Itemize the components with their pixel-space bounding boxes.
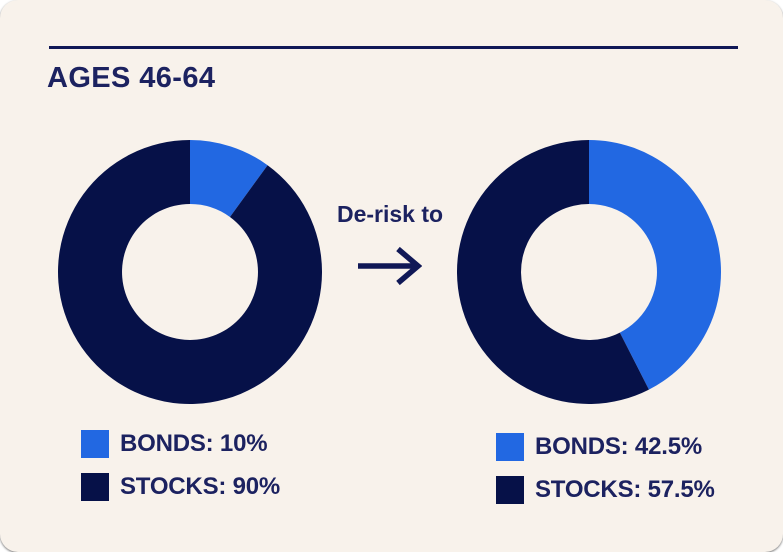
page-title: AGES 46-64 [47, 62, 216, 94]
bonds-swatch [496, 432, 524, 461]
donut-slice-stocks [58, 140, 322, 404]
legend-label-stocks: STOCKS: 90% [120, 472, 281, 500]
stocks-swatch [496, 475, 524, 504]
donut-slice-bonds [589, 140, 721, 390]
donut-chart-after [457, 140, 721, 404]
legend-label-bonds: BONDS: 10% [120, 429, 268, 457]
donut-slice-stocks [457, 140, 649, 404]
donut-chart-before [58, 140, 322, 404]
legend-row-bonds: BONDS: 42.5% [496, 432, 715, 461]
legend-label-stocks: STOCKS: 57.5% [535, 475, 715, 503]
bonds-swatch [81, 429, 109, 458]
legend-row-stocks: STOCKS: 90% [81, 472, 280, 501]
donut-slice-bonds [190, 140, 268, 217]
legend-after: BONDS: 42.5% STOCKS: 57.5% [496, 432, 715, 518]
legend-row-bonds: BONDS: 10% [81, 429, 280, 458]
legend-before: BONDS: 10% STOCKS: 90% [81, 429, 280, 515]
legend-row-stocks: STOCKS: 57.5% [496, 475, 715, 504]
stocks-swatch [81, 472, 109, 501]
top-rule [49, 46, 738, 49]
transition-label: De-risk to [336, 201, 444, 227]
legend-label-bonds: BONDS: 42.5% [535, 432, 702, 460]
right-arrow-icon [358, 246, 422, 286]
